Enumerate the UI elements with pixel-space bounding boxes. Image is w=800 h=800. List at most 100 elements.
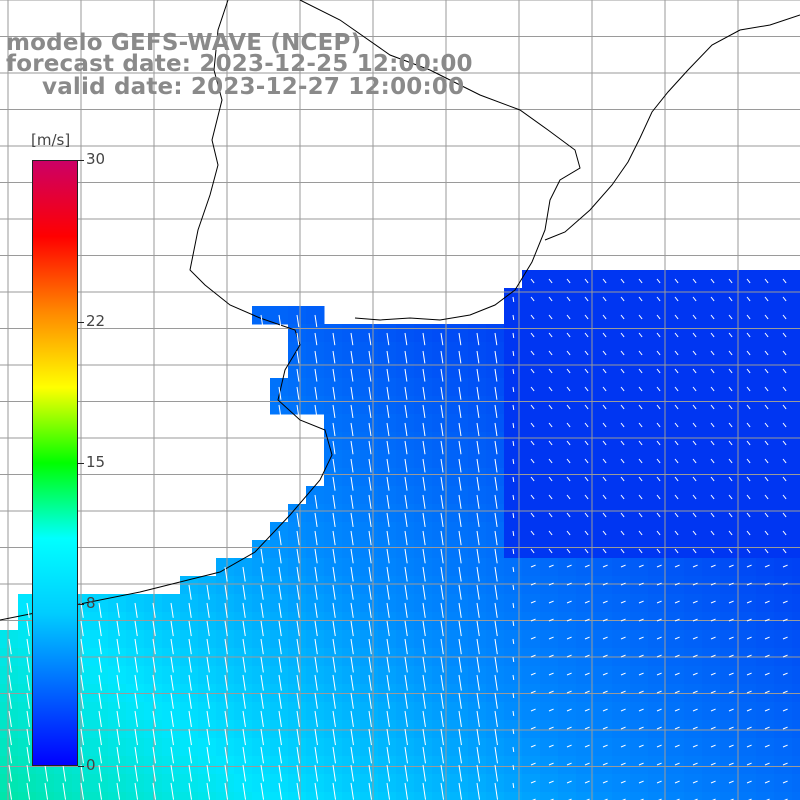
wind-arrow bbox=[476, 656, 480, 673]
wind-arrow bbox=[422, 728, 426, 746]
wind-arrow bbox=[566, 654, 572, 658]
wind-arrow bbox=[98, 674, 102, 691]
wind-arrow bbox=[278, 386, 282, 400]
wind-arrow bbox=[638, 690, 644, 694]
wind-arrow bbox=[602, 744, 608, 748]
wind-arrow bbox=[692, 278, 697, 284]
wind-arrow bbox=[674, 726, 680, 730]
wind-arrow bbox=[314, 530, 318, 546]
wind-arrow bbox=[476, 728, 480, 746]
colorbar-unit: [m/s] bbox=[31, 131, 71, 149]
wind-arrow bbox=[152, 656, 156, 673]
wind-arrow bbox=[26, 782, 31, 800]
wind-arrow bbox=[620, 618, 626, 622]
wind-arrow bbox=[620, 530, 625, 536]
wind-arrow bbox=[656, 564, 662, 568]
wind-arrow bbox=[134, 710, 138, 728]
wind-arrow bbox=[548, 404, 553, 410]
wind-arrow bbox=[368, 746, 372, 764]
wind-arrow bbox=[44, 782, 49, 800]
wind-arrow bbox=[746, 636, 752, 640]
wind-arrow bbox=[728, 708, 734, 712]
wind-arrow bbox=[314, 404, 318, 418]
wind-arrow bbox=[530, 350, 535, 356]
wind-arrow bbox=[440, 692, 444, 709]
wind-arrow bbox=[764, 350, 769, 356]
wind-arrow bbox=[296, 566, 300, 582]
wind-arrow bbox=[116, 692, 120, 709]
wind-arrow bbox=[566, 296, 571, 302]
wind-arrow bbox=[674, 690, 680, 694]
wind-arrow bbox=[350, 476, 354, 491]
wind-arrow bbox=[530, 458, 535, 464]
wind-arrow bbox=[692, 672, 698, 676]
wind-arrow bbox=[98, 746, 102, 764]
wind-speed-cell bbox=[792, 378, 800, 397]
wind-arrow bbox=[494, 422, 498, 437]
wind-arrow bbox=[566, 762, 572, 766]
wind-arrow bbox=[512, 746, 515, 753]
wind-arrow bbox=[764, 422, 769, 428]
wind-arrow bbox=[422, 710, 426, 728]
wind-arrow bbox=[278, 584, 282, 600]
wind-arrow bbox=[692, 654, 698, 658]
wind-arrow bbox=[314, 638, 318, 655]
wind-arrow bbox=[548, 780, 554, 784]
wind-arrow bbox=[350, 368, 354, 382]
wind-arrow bbox=[404, 566, 408, 582]
wind-arrow bbox=[638, 672, 644, 676]
wind-arrow bbox=[620, 582, 626, 586]
wind-arrow bbox=[728, 726, 734, 730]
wind-arrow bbox=[242, 602, 246, 618]
wind-arrow bbox=[710, 422, 715, 428]
colorbar-tick-mark bbox=[78, 766, 84, 767]
wind-arrow bbox=[566, 350, 571, 356]
wind-arrow bbox=[764, 332, 769, 338]
wind-speed-cell bbox=[792, 414, 800, 433]
wind-arrow bbox=[404, 332, 408, 346]
wind-arrow bbox=[494, 332, 498, 346]
wind-arrow bbox=[368, 656, 372, 673]
wind-arrow bbox=[386, 692, 390, 709]
wind-arrow bbox=[422, 494, 426, 509]
wind-arrow bbox=[602, 672, 608, 676]
wind-arrow bbox=[152, 692, 156, 709]
wind-arrow bbox=[44, 764, 48, 782]
wind-arrow bbox=[710, 512, 715, 518]
wind-arrow bbox=[638, 564, 644, 568]
wind-arrow bbox=[584, 600, 590, 604]
wind-arrow bbox=[494, 584, 498, 600]
wind-arrow bbox=[604, 798, 608, 800]
wind-arrow bbox=[710, 350, 715, 356]
wind-arrow bbox=[404, 386, 408, 400]
wind-arrow bbox=[710, 278, 715, 284]
wind-arrow bbox=[728, 654, 734, 658]
wind-arrow bbox=[674, 530, 679, 536]
wind-arrow bbox=[476, 566, 480, 582]
wind-arrow bbox=[332, 638, 336, 655]
wind-arrow bbox=[260, 566, 264, 582]
wind-arrow bbox=[332, 440, 336, 455]
wind-arrow bbox=[674, 314, 679, 320]
wind-speed-cell bbox=[252, 792, 271, 800]
wind-arrow bbox=[98, 692, 102, 709]
wind-arrow bbox=[314, 368, 318, 382]
wind-arrow bbox=[188, 692, 192, 709]
wind-arrow bbox=[620, 548, 625, 554]
wind-arrow bbox=[422, 548, 426, 564]
wind-arrow bbox=[368, 782, 373, 800]
wind-arrow bbox=[386, 476, 390, 491]
wind-arrow bbox=[746, 440, 751, 446]
wind-arrow bbox=[314, 656, 318, 673]
wind-arrow bbox=[260, 602, 264, 618]
wind-arrow bbox=[188, 602, 192, 618]
wind-arrow bbox=[692, 386, 697, 392]
wind-arrow bbox=[710, 672, 716, 676]
wind-arrow bbox=[494, 638, 498, 655]
wind-arrow bbox=[296, 692, 300, 709]
wind-arrow bbox=[368, 368, 372, 382]
wind-arrow bbox=[476, 458, 480, 473]
wind-arrow bbox=[116, 638, 120, 655]
wind-speed-cell bbox=[792, 486, 800, 505]
wind-arrow bbox=[296, 728, 300, 746]
